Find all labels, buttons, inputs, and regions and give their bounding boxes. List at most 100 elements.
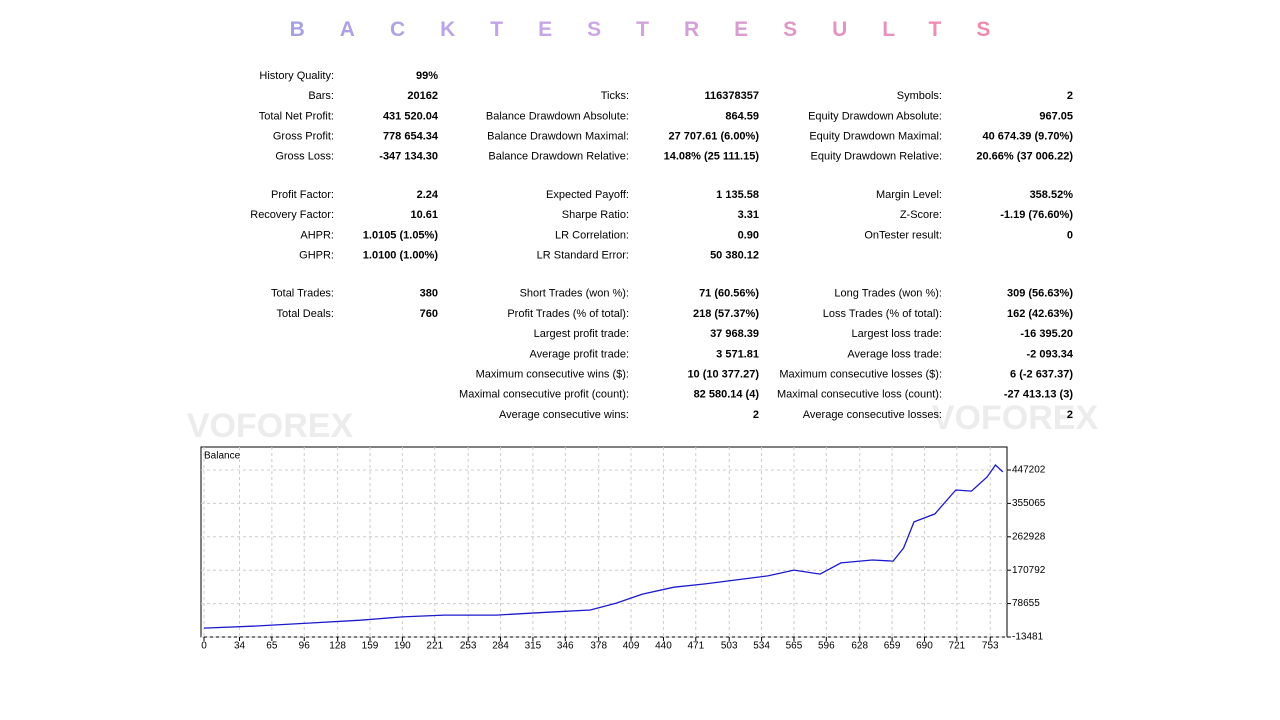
- stat-value: 10 (10 377.27): [687, 369, 759, 381]
- stat-value: 1.0100 (1.00%): [363, 250, 439, 262]
- watermark: VOFOREX: [187, 407, 354, 445]
- stat-label: Balance Drawdown Relative:: [488, 151, 629, 163]
- stat-value: 2: [1067, 409, 1073, 421]
- x-tick-label: 159: [362, 641, 379, 652]
- stat-label: Balance Drawdown Absolute:: [486, 110, 629, 122]
- stat-label: Average loss trade:: [847, 348, 942, 360]
- stat-value: 2: [1067, 90, 1073, 102]
- stat-label: LR Standard Error:: [537, 250, 629, 262]
- stat-value: 2: [753, 409, 759, 421]
- x-tick-label: 690: [916, 641, 933, 652]
- x-tick-label: 0: [201, 641, 207, 652]
- watermark: VOFOREX: [932, 399, 1099, 437]
- stat-label: Profit Trades (% of total):: [507, 308, 629, 320]
- x-tick-label: 628: [851, 641, 868, 652]
- stat-label: Largest loss trade:: [852, 328, 943, 340]
- stat-value: 27 707.61 (6.00%): [668, 131, 759, 143]
- stat-value: -2 093.34: [1027, 348, 1074, 360]
- y-tick-label: 355065: [1012, 498, 1046, 509]
- x-tick-label: 659: [884, 641, 901, 652]
- stat-value: 99%: [416, 70, 438, 82]
- stat-value: 14.08% (25 111.15): [664, 151, 760, 163]
- y-tick-label: 262928: [1012, 531, 1046, 542]
- stat-label: Loss Trades (% of total):: [823, 308, 942, 320]
- stat-value: -27 413.13 (3): [1004, 389, 1073, 401]
- stat-label: Equity Drawdown Relative:: [811, 151, 942, 163]
- balance-line: [203, 464, 1004, 629]
- stat-label: Total Trades:: [271, 288, 334, 300]
- stat-value: 50 380.12: [710, 250, 759, 262]
- stat-value: 309 (56.63%): [1007, 288, 1073, 300]
- x-tick-label: 253: [460, 641, 477, 652]
- stat-label: Profit Factor:: [271, 189, 334, 201]
- y-tick-label: -13481: [1012, 632, 1044, 643]
- x-tick-label: 534: [753, 641, 770, 652]
- stat-value: 0.90: [738, 229, 759, 241]
- x-tick-label: 440: [655, 641, 672, 652]
- stat-label: Maximum consecutive losses ($):: [779, 369, 942, 381]
- stat-value: -1.19 (76.60%): [1000, 209, 1073, 221]
- x-tick-label: 221: [426, 641, 443, 652]
- x-tick-label: 753: [982, 641, 999, 652]
- x-tick-label: 721: [948, 641, 965, 652]
- y-tick-label: 447202: [1012, 465, 1046, 476]
- stat-label: Average consecutive wins:: [499, 409, 629, 421]
- stat-value: 20.66% (37 006.22): [976, 151, 1073, 163]
- x-tick-label: 190: [394, 641, 411, 652]
- plot-area: [200, 446, 1008, 638]
- stat-label: Margin Level:: [876, 189, 942, 201]
- x-tick-label: 378: [590, 641, 607, 652]
- stat-label: Sharpe Ratio:: [562, 209, 629, 221]
- stat-label: Maximal consecutive profit (count):: [459, 389, 629, 401]
- x-tick-label: 65: [266, 641, 278, 652]
- stat-value: 3.31: [738, 209, 759, 221]
- stat-label: Average consecutive losses:: [803, 409, 942, 421]
- stat-label: Maximal consecutive loss (count):: [777, 389, 942, 401]
- x-tick-label: 346: [557, 641, 574, 652]
- stat-value: 162 (42.63%): [1007, 308, 1073, 320]
- stat-value: 1.0105 (1.05%): [363, 229, 439, 241]
- stat-value: 0: [1067, 229, 1073, 241]
- chart-title: Balance: [204, 451, 241, 462]
- stat-value: 760: [420, 308, 438, 320]
- stat-value: 967.05: [1039, 110, 1073, 122]
- page-title: BACKTESTRESULTS: [0, 18, 1280, 42]
- stat-value: 20162: [407, 90, 438, 102]
- stat-value: 3 571.81: [716, 348, 759, 360]
- x-tick-label: 128: [329, 641, 346, 652]
- stat-label: AHPR:: [300, 229, 334, 241]
- stat-value: 358.52%: [1030, 189, 1074, 201]
- x-tick-label: 471: [687, 641, 704, 652]
- stat-label: History Quality:: [259, 70, 334, 82]
- stat-value: 380: [420, 288, 438, 300]
- stat-label: Symbols:: [897, 90, 942, 102]
- stat-label: OnTester result:: [864, 229, 942, 241]
- x-tick-label: 96: [299, 641, 311, 652]
- stat-label: Z-Score:: [900, 209, 942, 221]
- x-tick-label: 34: [234, 641, 246, 652]
- stat-label: Balance Drawdown Maximal:: [487, 131, 629, 143]
- stat-value: 2.24: [417, 189, 439, 201]
- stat-value: 71 (60.56%): [699, 288, 759, 300]
- stat-value: 37 968.39: [710, 328, 759, 340]
- stat-value: 864.59: [725, 110, 759, 122]
- stat-label: Expected Payoff:: [546, 189, 629, 201]
- stat-label: Short Trades (won %):: [520, 288, 629, 300]
- x-tick-label: 596: [818, 641, 835, 652]
- stat-value: 431 520.04: [383, 110, 439, 122]
- stat-label: Long Trades (won %):: [834, 288, 942, 300]
- stat-label: Gross Profit:: [273, 131, 334, 143]
- stat-value: -16 395.20: [1020, 328, 1073, 340]
- stat-value: -347 134.30: [379, 151, 438, 163]
- stat-label: Bars:: [308, 90, 334, 102]
- stat-value: 40 674.39 (9.70%): [982, 131, 1073, 143]
- stat-value: 116378357: [705, 90, 759, 102]
- stat-label: Gross Loss:: [275, 151, 334, 163]
- stat-label: Total Net Profit:: [259, 110, 334, 122]
- stat-label: Ticks:: [601, 90, 629, 102]
- x-tick-label: 284: [492, 641, 509, 652]
- stat-label: LR Correlation:: [555, 229, 629, 241]
- x-tick-label: 315: [525, 641, 542, 652]
